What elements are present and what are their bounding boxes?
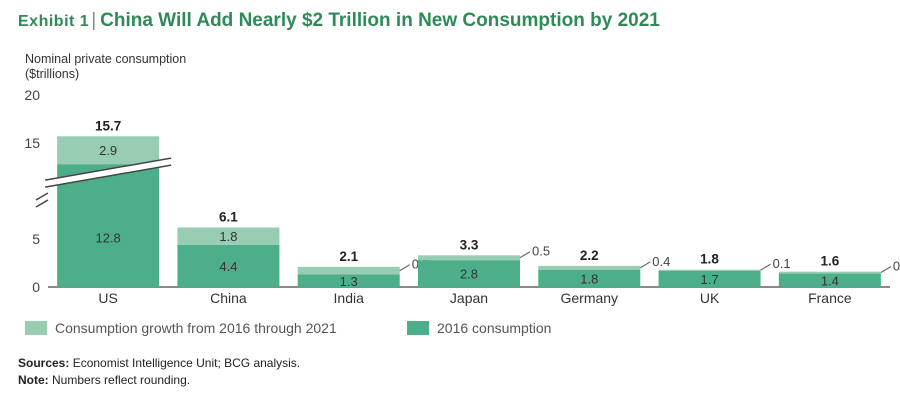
bar-growth-india bbox=[297, 266, 400, 275]
x-tick-label: UK bbox=[700, 290, 720, 306]
growth-leader-line bbox=[519, 251, 531, 259]
total-label: 2.1 bbox=[339, 249, 358, 264]
growth-value-label: 0.5 bbox=[532, 244, 550, 259]
bar-break-gap bbox=[45, 158, 172, 188]
bar-growth-china bbox=[177, 227, 280, 245]
growth-value-label: 1.8 bbox=[219, 229, 237, 244]
growth-leader-line bbox=[880, 266, 892, 274]
bar-growth-france bbox=[778, 271, 881, 274]
legend-item-base: 2016 consumption bbox=[407, 320, 551, 336]
exhibit-label: Exhibit 1 bbox=[18, 13, 90, 30]
bar-2016-france bbox=[778, 273, 881, 287]
bar-2016-uk bbox=[658, 270, 761, 287]
total-label: 6.1 bbox=[219, 209, 238, 224]
total-label: 3.3 bbox=[460, 237, 479, 252]
y-tick-label: 20 bbox=[24, 87, 40, 103]
total-label: 1.6 bbox=[820, 254, 839, 269]
title-text: China Will Add Nearly $2 Trillion in New… bbox=[100, 10, 660, 31]
x-tick-label: US bbox=[98, 290, 117, 306]
note-text: Numbers reflect rounding. bbox=[52, 373, 191, 387]
chart-area: 0 5 15 20 US 15.7 12.8 2.9 China 6.1 4.4 1.8 India 2.… bbox=[24, 87, 900, 306]
bar-growth-germany bbox=[538, 265, 641, 270]
growth-leader-line bbox=[640, 261, 651, 269]
x-tick-label: France bbox=[808, 290, 852, 306]
growth-value-label: 0.4 bbox=[652, 254, 670, 269]
bar-growth-us bbox=[57, 136, 160, 165]
base-value-label: 1.4 bbox=[821, 273, 839, 288]
bar-2016-china bbox=[177, 244, 280, 287]
growth-value-label: 0.2 bbox=[893, 259, 900, 274]
growth-leader-line bbox=[399, 264, 410, 272]
footnote: Note: Numbers reflect rounding. bbox=[18, 373, 190, 387]
base-value-label: 1.3 bbox=[340, 274, 358, 289]
sources-text: Economist Intelligence Unit; BCG analysi… bbox=[72, 356, 301, 370]
bar-2016-germany bbox=[538, 269, 641, 287]
legend-swatch-base bbox=[407, 321, 429, 335]
sources-note: Sources: Economist Intelligence Unit; BC… bbox=[18, 356, 300, 370]
note-label: Note: bbox=[18, 373, 49, 387]
base-value-label: 4.4 bbox=[219, 259, 237, 274]
bar-growth-uk bbox=[658, 269, 761, 271]
y-tick-label: 5 bbox=[32, 231, 40, 247]
chart-title: Exhibit 1 | China Will Add Nearly $2 Trill… bbox=[18, 10, 660, 32]
bar-2016-us bbox=[57, 164, 160, 287]
total-label: 2.2 bbox=[580, 248, 599, 263]
title-separator: | bbox=[91, 10, 97, 31]
y-axis-label-line2: ($trillions) bbox=[25, 67, 80, 81]
growth-value-label: 2.9 bbox=[99, 143, 117, 158]
bar-break-line bbox=[45, 157, 172, 181]
sources-label: Sources: bbox=[18, 356, 70, 370]
x-tick-label: Germany bbox=[560, 290, 618, 306]
growth-leader-line bbox=[760, 263, 771, 271]
growth-value-label: 0.1 bbox=[773, 256, 791, 271]
bar-2016-japan bbox=[418, 260, 520, 287]
x-tick-label: Japan bbox=[450, 290, 488, 306]
legend-label-growth: Consumption growth from 2016 through 202… bbox=[55, 320, 337, 336]
base-value-label: 12.8 bbox=[95, 231, 120, 246]
base-value-label: 1.7 bbox=[701, 272, 719, 287]
legend-swatch-growth bbox=[25, 321, 47, 335]
bar-growth-japan bbox=[418, 255, 520, 261]
y-axis-label: Nominal private consumption ($trillions) bbox=[25, 52, 186, 82]
axis-break-mark bbox=[35, 192, 49, 201]
y-tick-label: 0 bbox=[32, 279, 40, 295]
bar-2016-india bbox=[297, 274, 400, 287]
base-value-label: 1.8 bbox=[580, 271, 598, 286]
base-value-label: 2.8 bbox=[460, 267, 478, 282]
total-label: 15.7 bbox=[95, 118, 121, 133]
legend-item-growth: Consumption growth from 2016 through 202… bbox=[25, 320, 337, 336]
x-tick-label: India bbox=[334, 290, 365, 306]
y-axis-label-line1: Nominal private consumption bbox=[25, 52, 187, 66]
legend-label-base: 2016 consumption bbox=[437, 320, 552, 336]
x-tick-label: China bbox=[210, 290, 247, 306]
total-label: 1.8 bbox=[700, 252, 719, 267]
bar-break-line bbox=[45, 164, 172, 188]
axis-break-mark bbox=[35, 199, 49, 208]
y-tick-label: 15 bbox=[24, 135, 40, 151]
